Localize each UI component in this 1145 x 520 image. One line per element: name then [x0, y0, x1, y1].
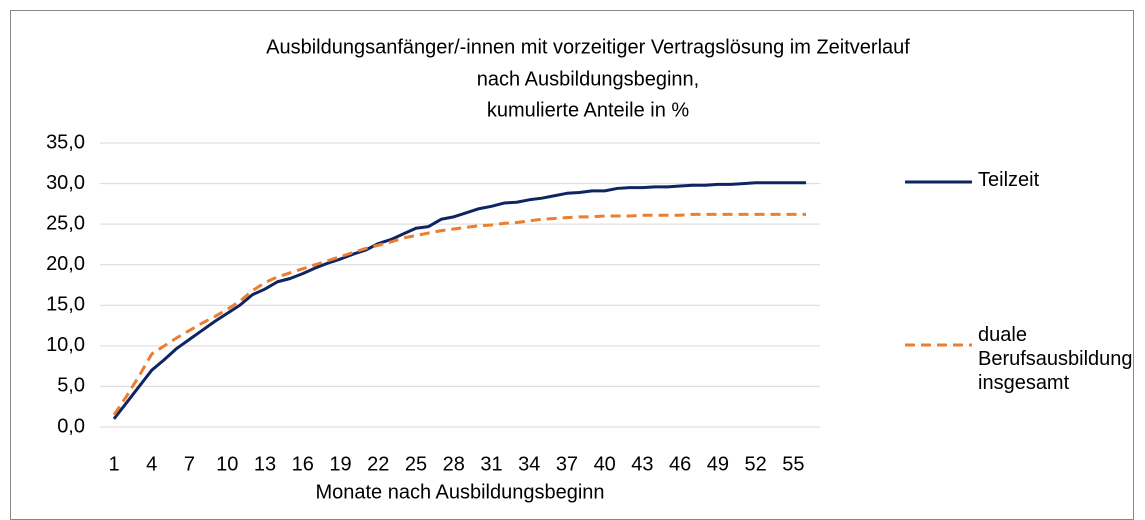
y-tick-label: 5,0 [57, 375, 85, 397]
page: Ausbildungsanfänger/-innen mit vorzeitig… [10, 10, 1134, 520]
x-tick-label: 1 [108, 453, 119, 475]
x-tick-label: 37 [556, 453, 578, 475]
x-tick-label: 7 [184, 453, 195, 475]
x-tick-label: 4 [146, 453, 157, 475]
x-tick-label: 52 [745, 453, 767, 475]
x-tick-label: 25 [405, 453, 427, 475]
y-tick-label: 30,0 [46, 172, 85, 194]
x-tick-label: 40 [594, 453, 616, 475]
x-tick-label: 34 [518, 453, 540, 475]
x-tick-label: 28 [443, 453, 465, 475]
x-tick-label: 31 [480, 453, 502, 475]
chart-title: kumulierte Anteile in % [487, 99, 690, 121]
legend-label: duale Berufsausbildung insgesamt [978, 324, 1133, 394]
y-tick-label: 10,0 [46, 334, 85, 356]
chart: Ausbildungsanfänger/-innen mit vorzeitig… [46, 36, 972, 503]
x-tick-label: 22 [367, 453, 389, 475]
x-axis-title: Monate nach Ausbildungsbeginn [315, 481, 604, 503]
x-tick-label: 46 [669, 453, 691, 475]
y-tick-label: 20,0 [46, 253, 85, 275]
x-tick-label: 13 [254, 453, 276, 475]
x-tick-label: 43 [631, 453, 653, 475]
x-tick-label: 16 [292, 453, 314, 475]
y-tick-label: 0,0 [57, 415, 85, 437]
data-line [112, 181, 806, 420]
chart-title: Ausbildungsanfänger/-innen mit vorzeitig… [266, 36, 910, 58]
data-line [112, 212, 806, 416]
y-tick-label: 35,0 [46, 131, 85, 153]
x-tick-label: 49 [707, 453, 729, 475]
y-tick-label: 15,0 [46, 294, 85, 316]
chart-title: nach Ausbildungsbeginn, [477, 68, 699, 90]
x-tick-label: 55 [782, 453, 804, 475]
y-tick-label: 25,0 [46, 212, 85, 234]
x-tick-label: 19 [329, 453, 351, 475]
legend-label: Teilzeit [978, 169, 1040, 191]
x-tick-label: 10 [216, 453, 238, 475]
